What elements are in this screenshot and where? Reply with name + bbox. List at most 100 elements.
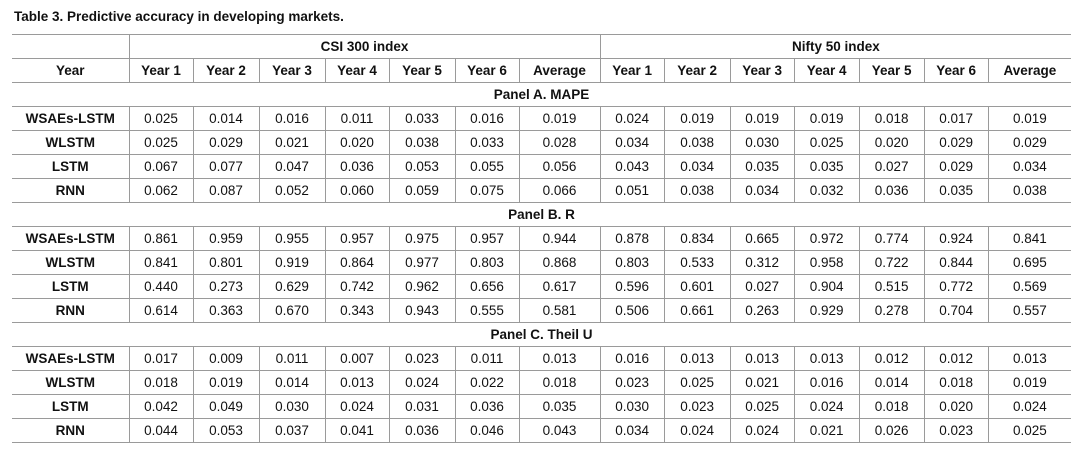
csi-value-cell: 0.022 [454,370,520,395]
nifty-value-cell: 0.051 [599,178,665,203]
csi-value-cell: 0.803 [454,250,520,275]
model-label: LSTM [12,154,130,179]
nifty-column-header: Average [987,58,1072,83]
csi-value-cell: 0.053 [388,154,456,179]
nifty-value-cell: 0.023 [923,418,989,443]
table-row: WLSTM 0.025 0.029 0.021 0.020 0.038 0.033 0.028… [12,130,1072,155]
nifty-value-cell: 0.924 [923,226,989,251]
csi-value-cell: 0.614 [128,298,194,323]
nifty-value-cell: 0.013 [729,346,795,371]
nifty-value-cell: 0.016 [599,346,665,371]
csi-value-cell: 0.864 [324,250,390,275]
nifty-value-cell: 0.972 [793,226,860,251]
nifty-value-cell: 0.019 [987,106,1072,131]
nifty-value-cell: 0.834 [663,226,731,251]
csi-value-cell: 0.036 [324,154,390,179]
nifty-value-cell: 0.035 [923,178,989,203]
csi-value-cell: 0.030 [258,394,326,419]
csi-value-cell: 0.042 [128,394,194,419]
table-row: RNN 0.614 0.363 0.670 0.343 0.943 0.555 0.581 0.… [12,298,1072,323]
nifty-value-cell: 0.025 [793,130,860,155]
csi-value-cell: 0.060 [324,178,390,203]
nifty-value-cell: 0.038 [663,130,731,155]
nifty-value-cell: 0.506 [599,298,665,323]
nifty-value-cell: 0.020 [858,130,925,155]
nifty-value-cell: 0.929 [793,298,860,323]
csi-value-cell: 0.019 [518,106,601,131]
panel-title: Panel C. Theil U [12,322,1072,347]
nifty-value-cell: 0.722 [858,250,925,275]
nifty-value-cell: 0.025 [987,418,1072,443]
csi-value-cell: 0.014 [258,370,326,395]
csi-value-cell: 0.038 [388,130,456,155]
csi-column-header: Year 5 [388,58,456,83]
nifty-value-cell: 0.023 [663,394,731,419]
csi-value-cell: 0.955 [258,226,326,251]
panel-title: Panel B. R [12,202,1072,227]
column-header-row: Year Year 1 Year 2 Year 3 Year 4 Year 5 Year … [12,58,1072,83]
csi-value-cell: 0.036 [388,418,456,443]
nifty-value-cell: 0.021 [793,418,860,443]
csi-value-cell: 0.066 [518,178,601,203]
nifty-column-header: Year 6 [923,58,989,83]
nifty-value-cell: 0.019 [729,106,795,131]
nifty-value-cell: 0.024 [729,418,795,443]
csi-value-cell: 0.024 [388,370,456,395]
nifty-value-cell: 0.013 [987,346,1072,371]
nifty-value-cell: 0.596 [599,274,665,299]
nifty-value-cell: 0.844 [923,250,989,275]
csi-column-header: Year 3 [258,58,326,83]
csi-value-cell: 0.025 [128,130,194,155]
nifty-value-cell: 0.038 [663,178,731,203]
nifty-value-cell: 0.029 [923,130,989,155]
csi-value-cell: 0.742 [324,274,390,299]
nifty-value-cell: 0.035 [793,154,860,179]
table-body: Panel A. MAPE WSAEs-LSTM 0.025 0.014 0.016 0.… [12,82,1072,443]
nifty-value-cell: 0.312 [729,250,795,275]
nifty-value-cell: 0.021 [729,370,795,395]
nifty-value-cell: 0.904 [793,274,860,299]
nifty-value-cell: 0.665 [729,226,795,251]
model-label: LSTM [12,274,130,299]
nifty-column-header: Year 5 [858,58,925,83]
panel-title-row: Panel B. R [12,202,1072,227]
csi-value-cell: 0.018 [518,370,601,395]
csi-value-cell: 0.021 [258,130,326,155]
csi-value-cell: 0.046 [454,418,520,443]
csi-value-cell: 0.053 [192,418,260,443]
csi-value-cell: 0.033 [454,130,520,155]
csi-value-cell: 0.052 [258,178,326,203]
nifty-group-header: Nifty 50 index [599,34,1072,59]
model-label: LSTM [12,394,130,419]
nifty-value-cell: 0.695 [987,250,1072,275]
csi-value-cell: 0.024 [324,394,390,419]
nifty-value-cell: 0.772 [923,274,989,299]
nifty-column-header: Year 2 [663,58,731,83]
nifty-value-cell: 0.034 [599,130,665,155]
csi-column-header: Year 4 [324,58,390,83]
nifty-value-cell: 0.034 [599,418,665,443]
nifty-value-cell: 0.026 [858,418,925,443]
panel-title: Panel A. MAPE [12,82,1072,107]
csi-value-cell: 0.581 [518,298,601,323]
nifty-value-cell: 0.841 [987,226,1072,251]
nifty-value-cell: 0.029 [987,130,1072,155]
csi-value-cell: 0.018 [128,370,194,395]
nifty-value-cell: 0.035 [729,154,795,179]
csi-column-header: Year 2 [192,58,260,83]
nifty-value-cell: 0.043 [599,154,665,179]
table-row: WLSTM 0.018 0.019 0.014 0.013 0.024 0.022 0.018… [12,370,1072,395]
nifty-value-cell: 0.263 [729,298,795,323]
csi-value-cell: 0.077 [192,154,260,179]
csi-value-cell: 0.343 [324,298,390,323]
nifty-value-cell: 0.557 [987,298,1072,323]
nifty-value-cell: 0.034 [729,178,795,203]
csi-value-cell: 0.868 [518,250,601,275]
nifty-value-cell: 0.014 [858,370,925,395]
panel-title-row: Panel C. Theil U [12,322,1072,347]
csi-value-cell: 0.919 [258,250,326,275]
nifty-value-cell: 0.027 [858,154,925,179]
csi-value-cell: 0.017 [128,346,194,371]
csi-value-cell: 0.075 [454,178,520,203]
csi-value-cell: 0.440 [128,274,194,299]
